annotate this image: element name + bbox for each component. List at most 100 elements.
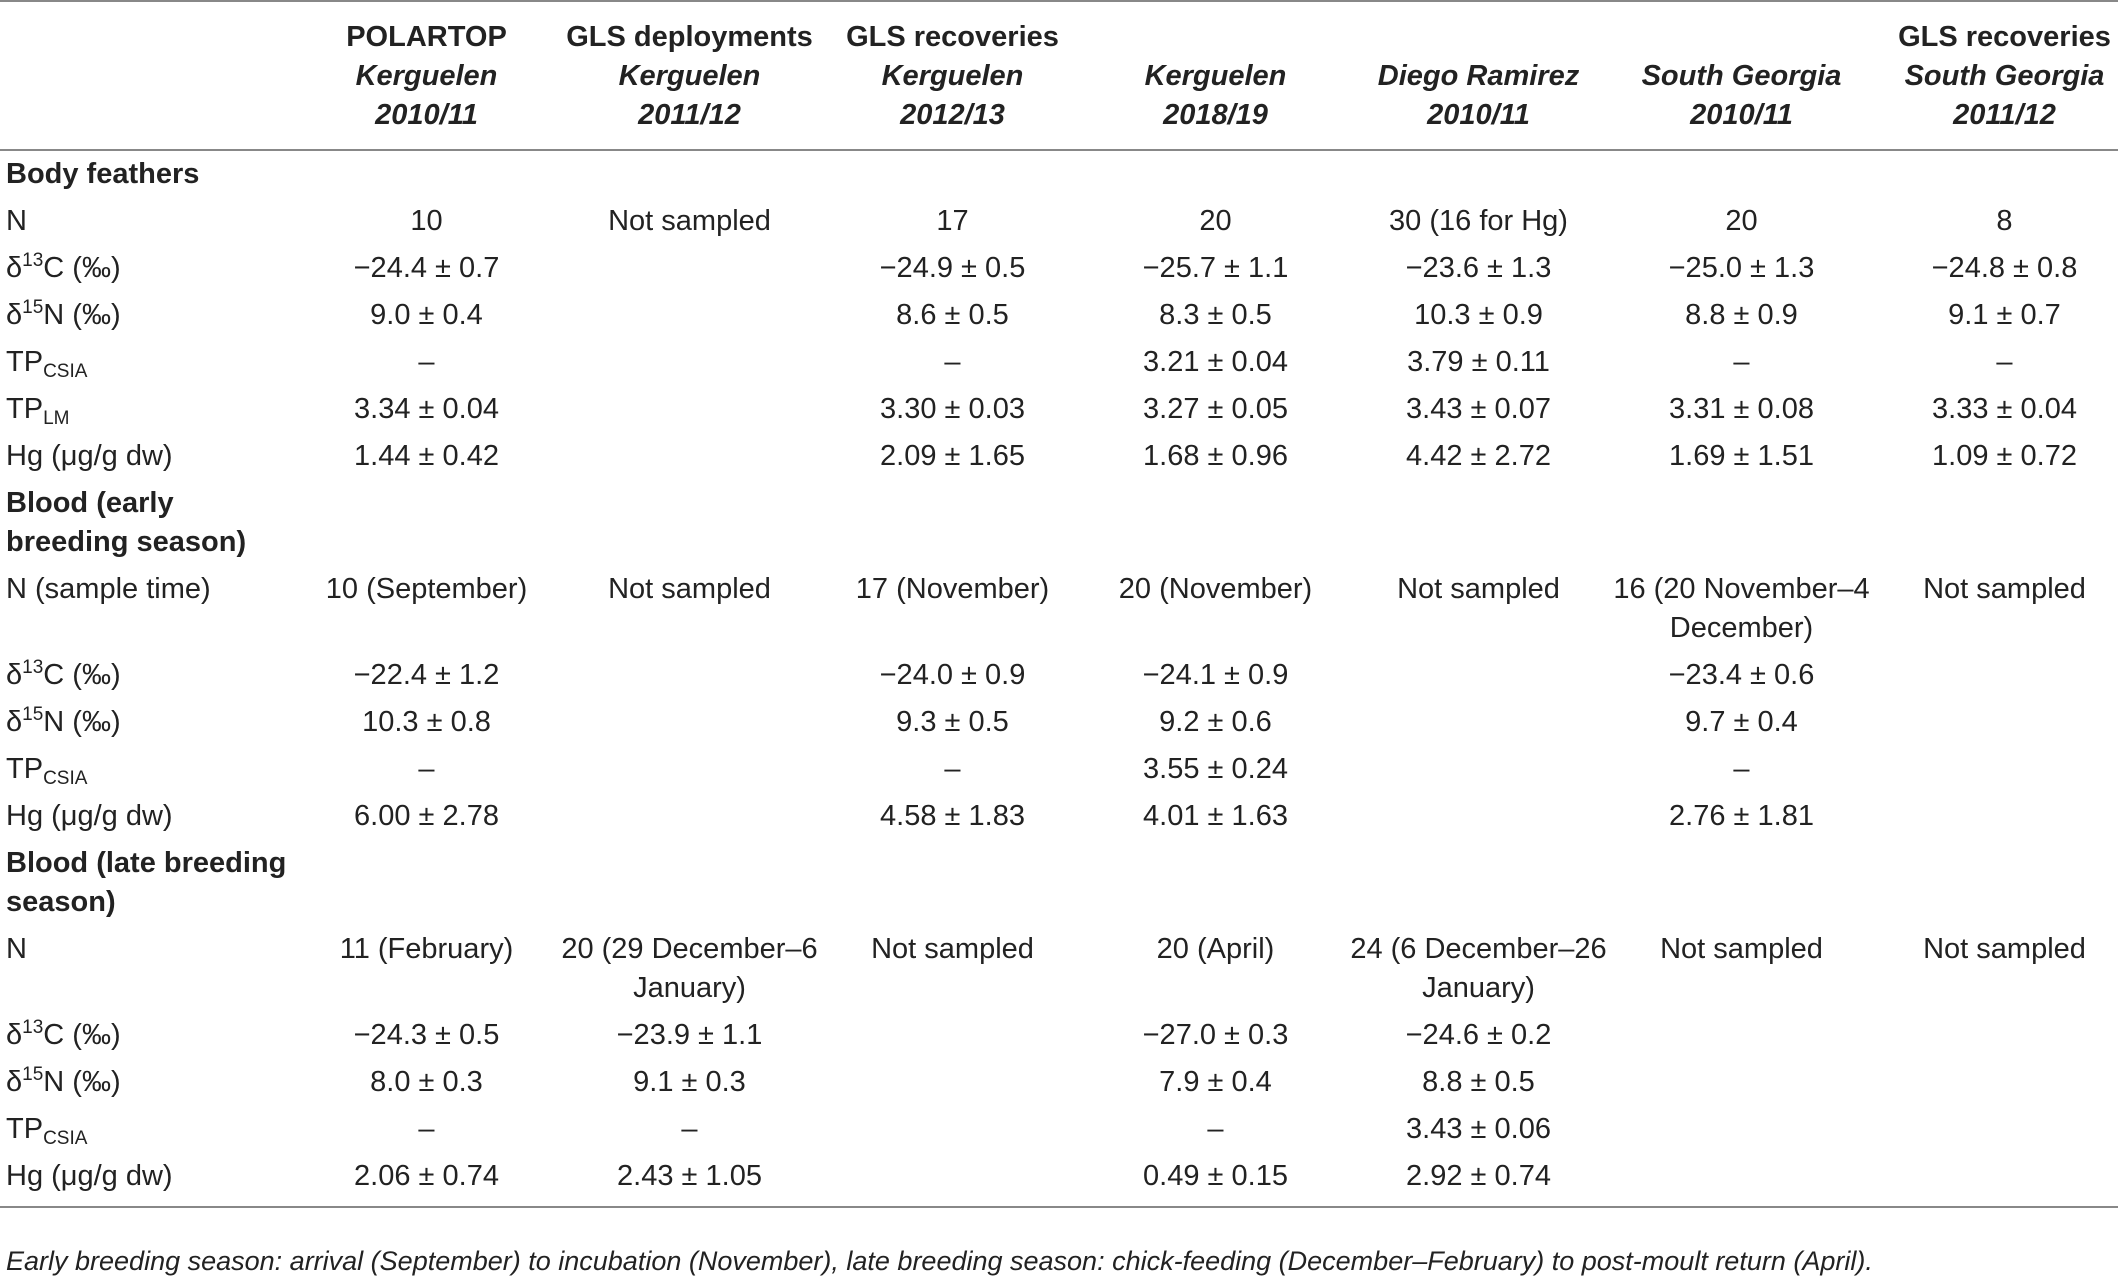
column-header-line3: 2018/19 (1163, 99, 1268, 131)
data-cell: 9.1 ± 0.7 (1948, 299, 2061, 331)
header-row: POLARTOP Kerguelen 2010/11 GLS deployments K… (0, 0, 2118, 151)
data-cell: 3.43 ± 0.07 (1406, 393, 1551, 425)
data-cell: 10.3 ± 0.8 (362, 706, 491, 738)
data-cell (558, 652, 821, 699)
column-header: GLS recoveries Kerguelen 2012/13 (821, 0, 1084, 151)
data-cell: 10.3 ± 0.9 (1414, 299, 1543, 331)
row-label-text: N (6, 205, 27, 237)
data-cell: 11 (February) (339, 933, 514, 965)
row-label: δ15N (‰) (0, 1059, 295, 1106)
row-label-sub: CSIA (43, 768, 88, 789)
section-row: Body feathers (0, 150, 2118, 198)
data-cell: −24.0 ± 0.9 (879, 659, 1026, 691)
data-cell: 2.76 ± 1.81 (1669, 800, 1814, 832)
column-header: Diego Ramirez 2010/11 (1347, 0, 1610, 151)
data-cell (1873, 1153, 2118, 1208)
column-header-line2: South Georgia (1641, 60, 1842, 92)
data-cell: – (418, 753, 435, 785)
data-cell: 1.09 ± 0.72 (1932, 440, 2077, 472)
data-cell (821, 1059, 1084, 1106)
data-cell: 30 (16 for Hg) (1389, 205, 1568, 237)
data-cell: 3.21 ± 0.04 (1143, 346, 1288, 378)
data-cell: 20 (1199, 205, 1232, 237)
data-cell (1347, 652, 1610, 699)
data-cell (1610, 1059, 1873, 1106)
data-cell: Not sampled (1397, 573, 1560, 605)
column-header-line2: Kerguelen (355, 60, 498, 92)
data-cell: −24.4 ± 0.7 (353, 252, 500, 284)
row-label-suffix: C (‰) (43, 252, 121, 284)
data-cell: Not sampled (1923, 933, 2086, 965)
column-header-line1: GLS deployments (566, 21, 813, 53)
column-header-line1 (1347, 18, 1610, 57)
data-cell: – (681, 1113, 698, 1145)
row-label: TPCSIA (0, 1106, 295, 1153)
table-row: N 10 Not sampled 17 20 30 (16 for Hg) 20 8 (0, 198, 2118, 245)
table-row: δ13C (‰) −24.4 ± 0.7 −24.9 ± 0.5 −25.7 ± 1.… (0, 245, 2118, 292)
data-cell: 0.49 ± 0.15 (1084, 1153, 1347, 1208)
row-label-text: Hg (μg/g dw) (6, 800, 173, 832)
section-title: Blood (late breeding season) (6, 847, 287, 918)
table-row: TPCSIA – – – 3.43 ± 0.06 (0, 1106, 2118, 1153)
data-cell (1610, 1106, 1873, 1153)
row-label-suffix: N (‰) (43, 1066, 121, 1098)
data-cell: 17 (936, 205, 969, 237)
data-cell: – (1207, 1113, 1224, 1145)
row-label: N (0, 198, 295, 245)
column-header-line3: 2011/12 (638, 99, 741, 131)
table-row: TPLM 3.34 ± 0.04 3.30 ± 0.03 3.27 ± 0.05 3.4… (0, 386, 2118, 433)
row-label-text: N (sample time) (6, 573, 211, 605)
data-cell: 8.6 ± 0.5 (896, 299, 1009, 331)
row-label-sub: LM (43, 408, 70, 429)
row-label: δ15N (‰) (0, 292, 295, 339)
row-label-text: N (6, 933, 27, 965)
data-cell: 8.8 ± 0.9 (1685, 299, 1798, 331)
data-cell: 7.9 ± 0.4 (1159, 1066, 1272, 1098)
data-cell: – (1996, 346, 2013, 378)
data-cell: 9.1 ± 0.3 (633, 1066, 746, 1098)
data-cell: 1.69 ± 1.51 (1669, 440, 1814, 472)
section-title: Blood (early breeding season) (6, 487, 247, 558)
data-cell: −23.6 ± 1.3 (1405, 252, 1552, 284)
column-header-line2: South Georgia (1904, 60, 2105, 92)
row-label-suffix: C (‰) (43, 659, 121, 691)
data-cell (558, 433, 821, 480)
data-cell: – (1733, 753, 1750, 785)
data-cell (1873, 746, 2118, 793)
data-cell (821, 1012, 1084, 1059)
table-header: POLARTOP Kerguelen 2010/11 GLS deployments K… (0, 0, 2118, 151)
data-cell (1347, 699, 1610, 746)
data-cell: −24.3 ± 0.5 (353, 1019, 500, 1051)
column-header-line2: Kerguelen (618, 60, 761, 92)
row-label-text: Hg (μg/g dw) (6, 440, 173, 472)
data-cell: −27.0 ± 0.3 (1142, 1019, 1289, 1051)
data-cell: 3.30 ± 0.03 (880, 393, 1025, 425)
column-header: POLARTOP Kerguelen 2010/11 (295, 0, 558, 151)
row-label: Hg (μg/g dw) (0, 1153, 295, 1208)
data-cell: 10 (September) (325, 573, 528, 605)
data-cell: 20 (1725, 205, 1758, 237)
data-cell (821, 1106, 1084, 1153)
data-cell: 1.68 ± 0.96 (1143, 440, 1288, 472)
table-row: δ13C (‰) −22.4 ± 1.2 −24.0 ± 0.9 −24.1 ± 0.… (0, 652, 2118, 699)
column-header: GLS deployments Kerguelen 2011/12 (558, 0, 821, 151)
row-label: δ15N (‰) (0, 699, 295, 746)
data-cell (1873, 699, 2118, 746)
data-cell: 3.27 ± 0.05 (1143, 393, 1288, 425)
column-header: South Georgia 2010/11 (1610, 0, 1873, 151)
data-cell: 1.44 ± 0.42 (354, 440, 499, 472)
data-cell: 3.33 ± 0.04 (1932, 393, 2077, 425)
section-title: Body feathers (6, 158, 200, 190)
data-cell: 10 (410, 205, 443, 237)
data-cell: 9.0 ± 0.4 (370, 299, 483, 331)
table-row: Hg (μg/g dw) 6.00 ± 2.78 4.58 ± 1.83 4.01 ±… (0, 793, 2118, 840)
data-cell (558, 245, 821, 292)
data-cell: 9.7 ± 0.4 (1685, 706, 1798, 738)
table-row: N (sample time) 10 (September) Not sampled… (0, 566, 2118, 652)
row-label-suffix: C (‰) (43, 1019, 121, 1051)
data-cell: −24.8 ± 0.8 (1931, 252, 2078, 284)
table-body: Body feathers N 10 Not sampled 17 20 30 (16 fo… (0, 150, 2118, 1208)
data-cell: 3.55 ± 0.24 (1143, 753, 1288, 785)
table-row: δ13C (‰) −24.3 ± 0.5 −23.9 ± 1.1 −27.0 ± 0.… (0, 1012, 2118, 1059)
data-cell: 2.09 ± 1.65 (880, 440, 1025, 472)
